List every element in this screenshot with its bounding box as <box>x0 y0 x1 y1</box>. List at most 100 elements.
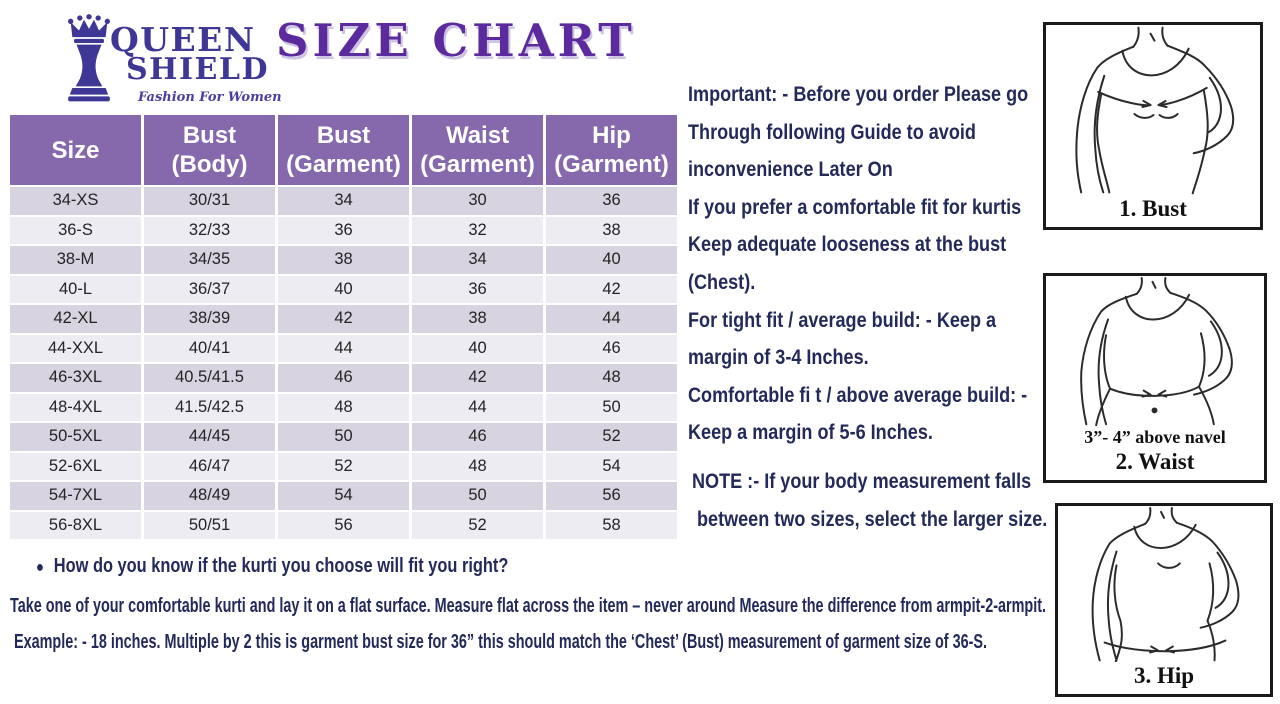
table-cell: 38 <box>278 246 412 274</box>
table-cell: 34 <box>278 187 412 215</box>
column-header: Waist (Garment) <box>412 115 546 185</box>
text-line: (Chest). <box>688 269 756 294</box>
table-cell: 48 <box>602 368 621 387</box>
table-cell: 41.5/42.5 <box>144 393 278 421</box>
table-cell: 56 <box>602 486 621 505</box>
bust-figure: 1. Bust <box>1043 22 1263 230</box>
column-header: Size <box>10 115 144 185</box>
queen-chess-icon <box>68 14 110 102</box>
table-cell: 52 <box>602 427 621 446</box>
table-cell: 40 <box>412 334 546 362</box>
waist-figure-caption: 3”- 4” above navel <box>1084 427 1226 448</box>
table-cell: 58 <box>602 515 621 534</box>
table-cell: 40.5/41.5 <box>144 364 278 392</box>
table-row: 50-5XL 44/45 50 46 52 <box>10 423 677 453</box>
table-cell: 48-4XL <box>10 393 144 421</box>
table-row: 36-S 32/33 36 32 38 <box>10 216 677 246</box>
table-cell: 38/39 <box>144 305 278 333</box>
text-line: For tight fit / average build: - Keep a <box>688 307 997 332</box>
waist-figure: 3”- 4” above navel 2. Waist <box>1043 273 1267 483</box>
table-cell: 46 <box>412 423 546 451</box>
table-cell: 56-8XL <box>10 511 144 539</box>
table-cell: 50/51 <box>144 511 278 539</box>
table-cell: 44 <box>602 309 621 328</box>
table-cell: 46-3XL <box>10 364 144 392</box>
footer-question-text: How do you know if the kurti you choose … <box>53 555 509 577</box>
column-header: Hip (Garment) <box>546 115 677 185</box>
column-header: Bust (Garment) <box>278 115 412 185</box>
waist-figure-label: 2. Waist <box>1115 449 1195 475</box>
table-row: 44-XXL 40/41 44 40 46 <box>10 334 677 364</box>
size-table: Size Bust (Body) Bust (Garment) Waist (Garment… <box>10 115 677 541</box>
table-cell: 54 <box>278 482 412 510</box>
bullet-icon: ● <box>36 559 44 576</box>
table-cell: 48 <box>278 393 412 421</box>
table-row: 56-8XL 50/51 56 52 58 <box>10 511 677 541</box>
table-header-row: Size Bust (Body) Bust (Garment) Waist (Garment… <box>10 115 677 185</box>
table-cell: 40/41 <box>144 334 278 362</box>
bust-figure-label: 1. Bust <box>1119 196 1187 221</box>
table-cell: 32/33 <box>144 216 278 244</box>
table-cell: 52 <box>412 511 546 539</box>
brand-name-shield: SHIELD <box>126 52 270 87</box>
footer-example-line: Example: - 18 inches. Multiple by 2 this… <box>14 631 988 653</box>
table-row: 34-XS 30/31 34 30 36 <box>10 187 677 217</box>
table-cell: 34/35 <box>144 246 278 274</box>
table-cell: 42 <box>412 364 546 392</box>
table-cell: 42 <box>602 279 621 298</box>
table-cell: 50 <box>278 423 412 451</box>
table-cell: 54-7XL <box>10 482 144 510</box>
table-cell: 50 <box>412 482 546 510</box>
table-cell: 48 <box>412 452 546 480</box>
table-cell: 36 <box>412 275 546 303</box>
table-row: 54-7XL 48/49 54 50 56 <box>10 482 677 512</box>
text-line: Important: - Before you order Please go <box>688 82 1029 106</box>
table-cell: 38-M <box>10 246 144 274</box>
table-cell: 40-L <box>10 275 144 303</box>
table-cell: 52-6XL <box>10 452 144 480</box>
table-cell: 50 <box>602 397 621 416</box>
table-cell: 36-S <box>10 216 144 244</box>
table-cell: 44-XXL <box>10 334 144 362</box>
instructions-text: Important: - Before you order Please go T… <box>688 76 1093 452</box>
table-row: 52-6XL 46/47 52 48 54 <box>10 452 677 482</box>
text-line: If you prefer a comfortable fit for kurt… <box>688 194 1022 219</box>
table-cell: 38 <box>602 220 621 239</box>
text-line: NOTE :- If your body measurement falls <box>692 469 1032 493</box>
text-line: between two sizes, select the larger siz… <box>697 507 1048 531</box>
table-row: 46-3XL 40.5/41.5 46 42 48 <box>10 364 677 394</box>
table-cell: 46 <box>602 338 621 357</box>
table-cell: 30/31 <box>144 187 278 215</box>
brand-name-queen: QUEEN <box>110 20 256 59</box>
text-line: Through following Guide to avoid <box>688 119 976 144</box>
table-cell: 50-5XL <box>10 423 144 451</box>
brand-logo: QUEEN SHIELD Fashion For Women <box>62 6 292 106</box>
text-line: Keep adequate looseness at the bust <box>688 232 1007 257</box>
table-cell: 42 <box>278 305 412 333</box>
hip-diagram-icon <box>1091 506 1240 663</box>
waist-diagram-icon <box>1080 276 1233 427</box>
hip-figure: 3. Hip <box>1055 503 1273 697</box>
bust-diagram-icon <box>1075 26 1235 195</box>
table-cell: 36 <box>278 216 412 244</box>
text-line: Comfortable fi t / above average build: … <box>688 382 1028 407</box>
table-cell: 34 <box>412 246 546 274</box>
column-header: Bust (Body) <box>144 115 278 185</box>
table-cell: 30 <box>412 187 546 215</box>
footer-instruction-line: Take one of your comfortable kurti and l… <box>10 595 1047 617</box>
table-cell: 44/45 <box>144 423 278 451</box>
table-cell: 40 <box>278 275 412 303</box>
table-cell: 38 <box>412 305 546 333</box>
table-cell: 46 <box>278 364 412 392</box>
table-cell: 42-XL <box>10 305 144 333</box>
table-row: 48-4XL 41.5/42.5 48 44 50 <box>10 393 677 423</box>
table-cell: 36/37 <box>144 275 278 303</box>
page-title: SIZE CHART <box>276 14 636 67</box>
table-cell: 32 <box>412 216 546 244</box>
note-text: NOTE :- If your body measurement falls be… <box>692 462 1114 538</box>
table-cell: 40 <box>602 250 621 269</box>
brand-tagline: Fashion For Women <box>138 90 282 105</box>
table-cell: 44 <box>278 334 412 362</box>
table-cell: 44 <box>412 393 546 421</box>
